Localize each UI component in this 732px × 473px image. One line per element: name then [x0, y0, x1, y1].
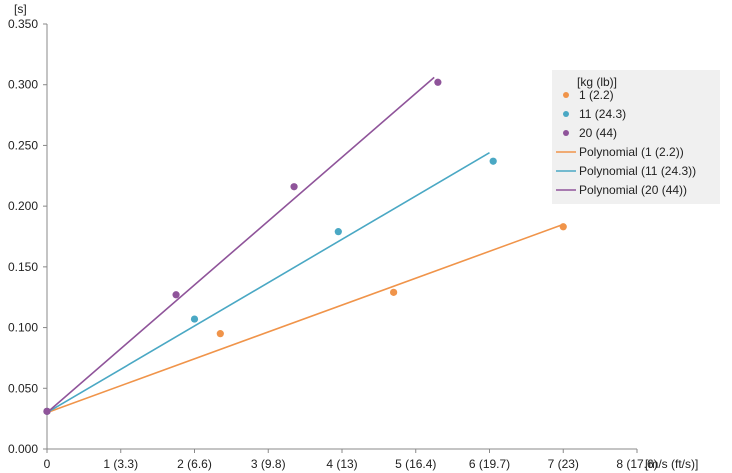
y-axis-unit: [s]: [14, 2, 27, 16]
legend-label: Polynomial (11 (24.3)): [579, 164, 696, 178]
x-tick-label: 5 (16.4): [395, 457, 436, 471]
legend-label: 11 (24.3): [579, 107, 626, 121]
legend-label: 1 (2.2): [579, 88, 614, 102]
y-axis: 0.000 0.050 0.100 0.150 0.200 0.250 0.300 0.350: [8, 17, 48, 456]
legend-marker: [563, 130, 569, 136]
fit-line: [46, 223, 564, 414]
y-tick-label: 0.300: [8, 78, 38, 92]
y-tick-label: 0.150: [8, 260, 38, 274]
x-tick-label: 1 (3.3): [103, 457, 138, 471]
x-axis: 0 1 (3.3) 2 (6.6) 3 (9.8) 4 (13) 5 (16.4) 6 (1…: [44, 448, 658, 471]
fit-lines: [46, 76, 564, 414]
y-tick-label: 0.350: [8, 17, 38, 31]
data-point: [290, 183, 298, 191]
legend-label: Polynomial (20 (44)): [579, 183, 687, 197]
legend-marker: [563, 92, 569, 98]
fit-line: [46, 152, 490, 414]
data-point: [43, 407, 51, 415]
legend-background: [552, 70, 720, 204]
y-tick-label: 0.200: [8, 199, 38, 213]
legend-title: [kg (lb)]: [577, 75, 617, 89]
data-point: [172, 291, 180, 299]
data-point: [559, 223, 567, 231]
x-tick-label: 8 (17.6): [616, 457, 657, 471]
data-point: [489, 157, 497, 165]
x-tick-label: 4 (13): [326, 457, 357, 471]
y-tick-label: 0.100: [8, 321, 38, 335]
x-tick-label: 7 (23): [548, 457, 579, 471]
x-tick-label: 0: [44, 457, 51, 471]
x-tick-label: 6 (19.7): [469, 457, 510, 471]
legend: [kg (lb)] 1 (2.2) 11 (24.3) 20 (44) Polynom…: [552, 70, 720, 204]
x-tick-label: 2 (6.6): [177, 457, 212, 471]
x-axis-unit: [m/s (ft/s)]: [645, 457, 698, 471]
y-tick-label: 0.050: [8, 381, 38, 395]
data-points: [43, 78, 567, 415]
y-tick-label: 0.000: [8, 442, 38, 456]
data-point: [216, 330, 224, 338]
legend-marker: [563, 111, 569, 117]
data-point: [190, 315, 199, 323]
data-point: [390, 288, 398, 296]
y-tick-label: 0.250: [8, 138, 38, 152]
data-point: [334, 228, 342, 236]
x-tick-label: 3 (9.8): [251, 457, 286, 471]
legend-label: Polynomial (1 (2.2)): [579, 145, 684, 159]
legend-label: 20 (44): [579, 126, 617, 140]
fit-line: [46, 76, 435, 414]
data-point: [434, 78, 442, 86]
